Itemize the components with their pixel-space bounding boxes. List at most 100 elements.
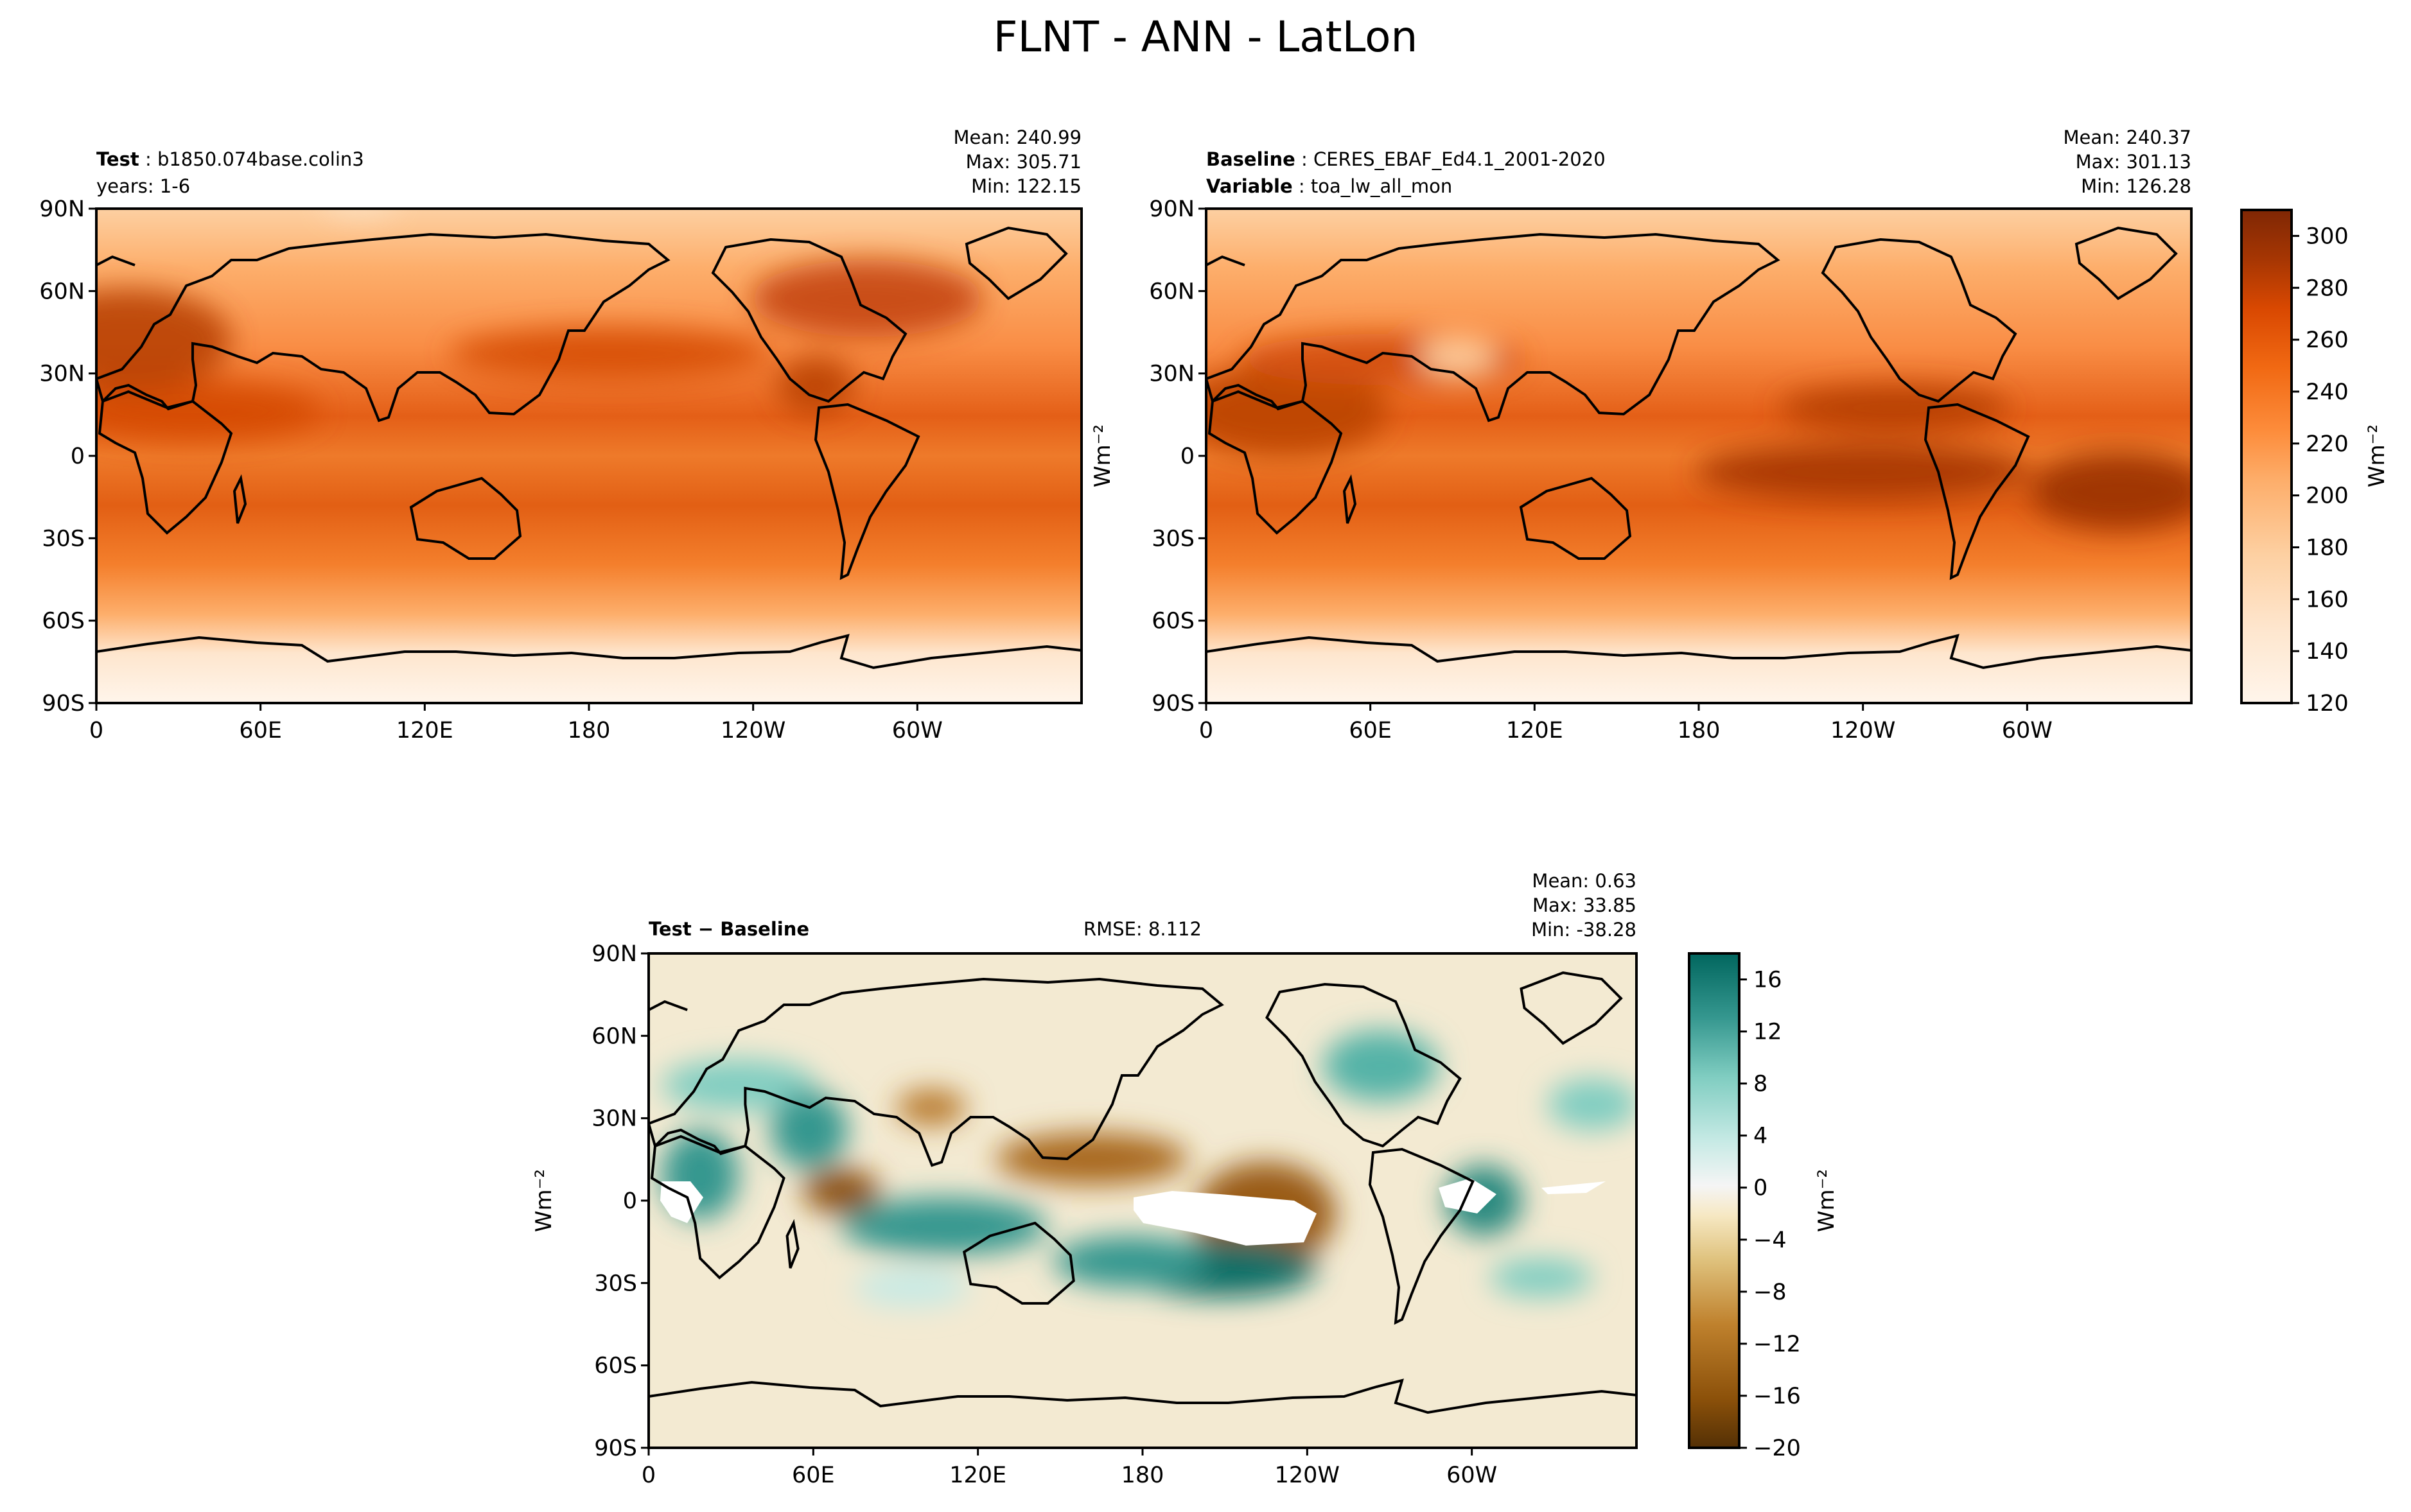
baseline-variable-value: toa_lw_all_mon xyxy=(1311,175,1452,197)
lat-tick-label: 0 xyxy=(1180,444,1195,469)
lon-tick-label: 180 xyxy=(1678,718,1721,743)
lat-tick-label: 90S xyxy=(1152,691,1195,717)
baseline-map xyxy=(1206,209,2191,703)
test-lat-ticks: 90N 60N 30N 0 30S 60S 90S xyxy=(39,196,96,717)
diff-max: Max: 33.85 xyxy=(1532,894,1636,916)
colorbar-tick-label: 12 xyxy=(1753,1020,1782,1045)
colorbar-diff-gradient xyxy=(1689,953,1739,1448)
colorbar-tick-label: 120 xyxy=(2306,691,2349,717)
lon-tick-label: 0 xyxy=(642,1463,656,1488)
colorbar-tick-label: 8 xyxy=(1753,1072,1767,1097)
lat-tick-label: 60N xyxy=(39,279,85,304)
baseline-panel: Baseline : CERES_EBAF_Ed4.1_2001-2020 Va… xyxy=(1090,126,2193,743)
lat-tick-label: 90N xyxy=(592,941,637,967)
lat-tick-label: 90S xyxy=(42,691,85,717)
lat-tick-label: 90N xyxy=(1149,196,1195,222)
lon-tick-label: 120E xyxy=(949,1463,1006,1488)
colorbar-tick-label: −20 xyxy=(1753,1436,1801,1461)
lat-tick-label: 60S xyxy=(42,609,85,634)
colorbar-tick-label: 140 xyxy=(2306,639,2349,665)
colorbar-tick-label: 0 xyxy=(1753,1176,1767,1201)
colorbar-tick-label: 240 xyxy=(2306,379,2349,405)
lon-tick-label: 60W xyxy=(2002,718,2053,743)
colorbar-diff: 16 12 8 4 0 −4 −8 −12 −16 −20 Wm⁻² xyxy=(1688,952,1839,1461)
baseline-min: Min: 126.28 xyxy=(2081,175,2191,197)
colorbar-tick-label: −8 xyxy=(1753,1280,1787,1305)
baseline-label: Baseline : CERES_EBAF_Ed4.1_2001-2020 xyxy=(1206,148,1606,170)
colorbar-tick-label: 300 xyxy=(2306,223,2349,249)
colorbar-tick-label: −12 xyxy=(1753,1332,1801,1357)
test-panel: Test : b1850.074base.colin3 years: 1-6 M… xyxy=(39,126,1083,743)
lon-tick-label: 180 xyxy=(1121,1463,1164,1488)
lat-tick-label: 30S xyxy=(42,526,85,552)
lon-tick-label: 120W xyxy=(1275,1463,1340,1488)
test-mean: Mean: 240.99 xyxy=(954,126,1082,148)
baseline-variable: Variable : toa_lw_all_mon xyxy=(1206,175,1452,197)
diff-unit-label: Wm⁻² xyxy=(531,1169,557,1232)
lon-tick-label: 60W xyxy=(892,718,943,743)
diff-lon-ticks: 0 60E 120E 180 120W 60W xyxy=(642,1448,1497,1488)
baseline-max: Max: 301.13 xyxy=(2076,151,2191,173)
colorbar-diff-frame xyxy=(1688,952,1740,1449)
colorbar-tick-label: 180 xyxy=(2306,535,2349,560)
lon-tick-label: 120E xyxy=(396,718,453,743)
baseline-mean: Mean: 240.37 xyxy=(2064,126,2191,148)
test-label-value: b1850.074base.colin3 xyxy=(157,148,364,170)
lat-tick-label: 30N xyxy=(39,361,85,387)
colorbar-tick-label: −4 xyxy=(1753,1228,1787,1253)
lat-tick-label: 0 xyxy=(71,444,85,469)
lat-tick-label: 30S xyxy=(594,1271,637,1296)
test-max: Max: 305.71 xyxy=(966,151,1082,173)
lat-tick-label: 60N xyxy=(1149,279,1195,304)
lon-tick-label: 180 xyxy=(568,718,611,743)
lon-tick-label: 120W xyxy=(721,718,785,743)
diff-panel: Test − Baseline RMSE: 8.112 Mean: 0.63 M… xyxy=(531,870,1638,1488)
diff-lat-ticks: 90N 60N 30N 0 30S 60S 90S xyxy=(592,941,649,1461)
colorbar-top-frame xyxy=(2240,209,2293,704)
lat-tick-label: 0 xyxy=(623,1188,637,1214)
test-lon-ticks: 0 60E 120E 180 120W 60W xyxy=(89,703,943,743)
baseline-label-bold: Baseline xyxy=(1206,148,1295,170)
colorbar-top-unit: Wm⁻² xyxy=(2364,424,2390,487)
colorbar-tick-label: −16 xyxy=(1753,1384,1801,1409)
colorbar-top: 120 140 160 180 200 220 240 260 280 300 Wm⁻² xyxy=(2240,209,2390,717)
lat-tick-label: 30S xyxy=(1152,526,1195,552)
test-years: years: 1-6 xyxy=(96,175,190,197)
baseline-unit-label: Wm⁻² xyxy=(1090,424,1116,487)
test-min: Min: 122.15 xyxy=(971,175,1082,197)
baseline-lon-ticks: 0 60E 120E 180 120W 60W xyxy=(1199,703,2053,743)
baseline-label-value: CERES_EBAF_Ed4.1_2001-2020 xyxy=(1313,148,1606,170)
lat-tick-label: 30N xyxy=(592,1106,637,1132)
lon-tick-label: 120E xyxy=(1506,718,1563,743)
diff-min: Min: -38.28 xyxy=(1531,919,1636,941)
test-label-bold: Test xyxy=(96,148,139,170)
colorbar-tick-label: 16 xyxy=(1753,968,1782,993)
diff-mean: Mean: 0.63 xyxy=(1532,870,1636,892)
colorbar-diff-unit: Wm⁻² xyxy=(1814,1169,1839,1232)
lon-tick-label: 60E xyxy=(792,1463,835,1488)
colorbar-tick-label: 4 xyxy=(1753,1124,1767,1149)
test-label: Test : b1850.074base.colin3 xyxy=(96,148,364,170)
lon-tick-label: 60E xyxy=(1349,718,1392,743)
diff-map xyxy=(649,953,1636,1448)
lat-tick-label: 60S xyxy=(594,1353,637,1379)
diff-rmse: RMSE: 8.112 xyxy=(1083,918,1202,940)
lat-tick-label: 60S xyxy=(1152,609,1195,634)
colorbar-tick-label: 160 xyxy=(2306,587,2349,613)
figure-title: FLNT - ANN - LatLon xyxy=(994,12,1418,62)
lon-tick-label: 0 xyxy=(1199,718,1213,743)
lat-tick-label: 60N xyxy=(592,1023,637,1049)
colorbar-top-gradient xyxy=(2241,210,2292,703)
lon-tick-label: 60W xyxy=(1446,1463,1497,1488)
test-map xyxy=(96,209,1082,703)
lat-tick-label: 90S xyxy=(594,1436,637,1461)
colorbar-tick-label: 220 xyxy=(2306,431,2349,457)
colorbar-tick-label: 260 xyxy=(2306,327,2349,353)
colorbar-tick-label: 200 xyxy=(2306,483,2349,509)
colorbar-top-ticks: 120 140 160 180 200 220 240 260 280 300 xyxy=(2292,223,2349,717)
lon-tick-label: 60E xyxy=(239,718,282,743)
lat-tick-label: 30N xyxy=(1149,361,1195,387)
lon-tick-label: 0 xyxy=(89,718,103,743)
baseline-variable-bold: Variable xyxy=(1206,175,1293,197)
diff-label: Test − Baseline xyxy=(649,918,809,940)
